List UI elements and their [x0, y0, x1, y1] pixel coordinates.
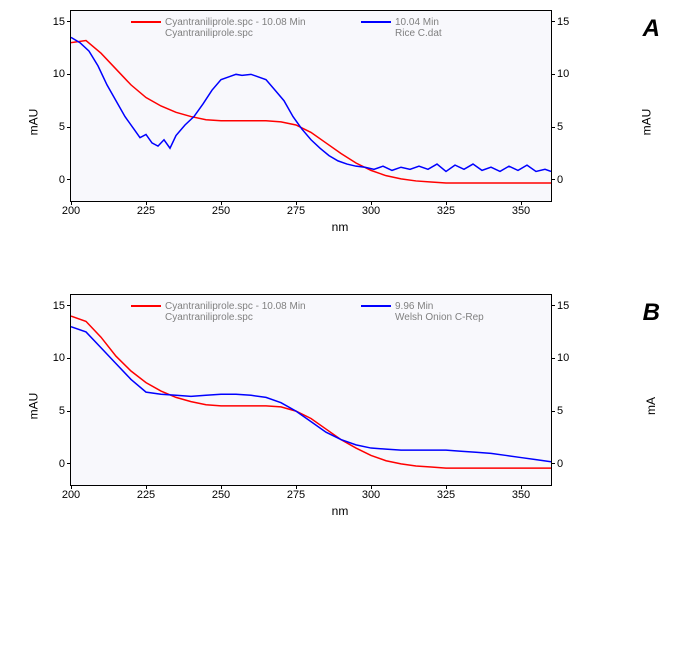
- chart-svg: [71, 11, 551, 201]
- data-series: [71, 316, 551, 468]
- legend-1: Cyantraniliprole.spc - 10.08 MinCyantran…: [131, 301, 306, 323]
- y-axis-label-left-b: mAU: [26, 393, 40, 420]
- x-tick-label: 225: [137, 489, 155, 501]
- plot-area-a: 200225250275300325350005510101515Cyantra…: [70, 10, 552, 202]
- y-axis-label-right-a: mAU: [640, 109, 654, 136]
- data-series: [71, 37, 551, 171]
- x-tick-label: 350: [512, 489, 530, 501]
- x-tick-label: 350: [512, 205, 530, 217]
- x-tick-label: 325: [437, 205, 455, 217]
- panel-label-a: A: [643, 15, 660, 43]
- x-axis-label-b: nm: [70, 504, 610, 518]
- x-tick-label: 275: [287, 205, 305, 217]
- y-axis-label-right-b: mA: [644, 397, 658, 415]
- x-axis-label-a: nm: [70, 220, 610, 234]
- x-tick-label: 250: [212, 205, 230, 217]
- x-tick-label: 200: [62, 205, 80, 217]
- chart-svg: [71, 295, 551, 485]
- x-tick-label: 325: [437, 489, 455, 501]
- data-series: [71, 41, 551, 184]
- x-tick-label: 275: [287, 489, 305, 501]
- chart-b-container: B mAU mA 2002252502753003253500055101015…: [10, 294, 680, 518]
- legend-2: 10.04 MinRice C.dat: [361, 17, 442, 39]
- x-tick-label: 300: [362, 489, 380, 501]
- x-tick-label: 225: [137, 205, 155, 217]
- x-tick-label: 250: [212, 489, 230, 501]
- legend-2: 9.96 MinWelsh Onion C-Rep: [361, 301, 484, 323]
- legend-1: Cyantraniliprole.spc - 10.08 MinCyantran…: [131, 17, 306, 39]
- plot-area-b: 200225250275300325350005510101515Cyantra…: [70, 294, 552, 486]
- y-axis-label-left-a: mAU: [26, 109, 40, 136]
- panel-label-b: B: [643, 299, 660, 327]
- chart-a-container: A mAU mAU 200225250275300325350005510101…: [10, 10, 680, 234]
- data-series: [71, 327, 551, 462]
- x-tick-label: 300: [362, 205, 380, 217]
- x-tick-label: 200: [62, 489, 80, 501]
